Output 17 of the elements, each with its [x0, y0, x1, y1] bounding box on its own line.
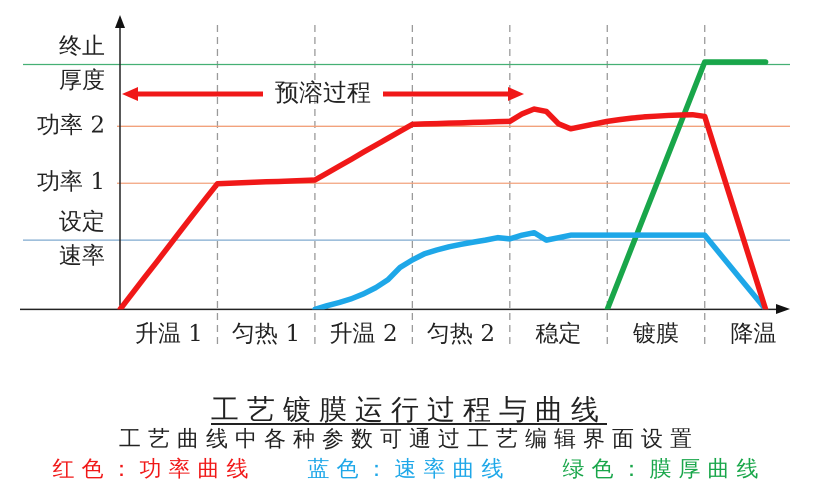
x-tick-label: 降温 — [730, 321, 776, 348]
x-tick-label: 镀膜 — [632, 321, 679, 348]
text: 红色：功率曲线 — [52, 456, 256, 484]
x-tick-label: 升温 1 — [134, 321, 203, 348]
ref-line-label: 功率 2 — [37, 112, 105, 138]
text: 蓝色：速率曲线 — [308, 456, 510, 484]
x-tick-label: 稳定 — [536, 321, 582, 348]
annotation: 预溶过程 — [275, 78, 372, 107]
text: 绿色：膜厚曲线 — [562, 456, 766, 484]
text: 工艺曲线中各种参数可通过工艺编辑界面设置 — [119, 427, 699, 452]
ref-line-label: 功率 1 — [37, 169, 105, 196]
x-tick-label: 匀热 2 — [427, 321, 496, 348]
text: 工艺镀膜运行过程与曲线 — [211, 393, 607, 426]
ref-line-label: 终止厚度 — [59, 33, 105, 94]
x-tick-label: 升温 2 — [330, 321, 398, 348]
x-tick-label: 匀热 1 — [232, 321, 300, 348]
ref-line-label: 设定速率 — [59, 209, 105, 270]
